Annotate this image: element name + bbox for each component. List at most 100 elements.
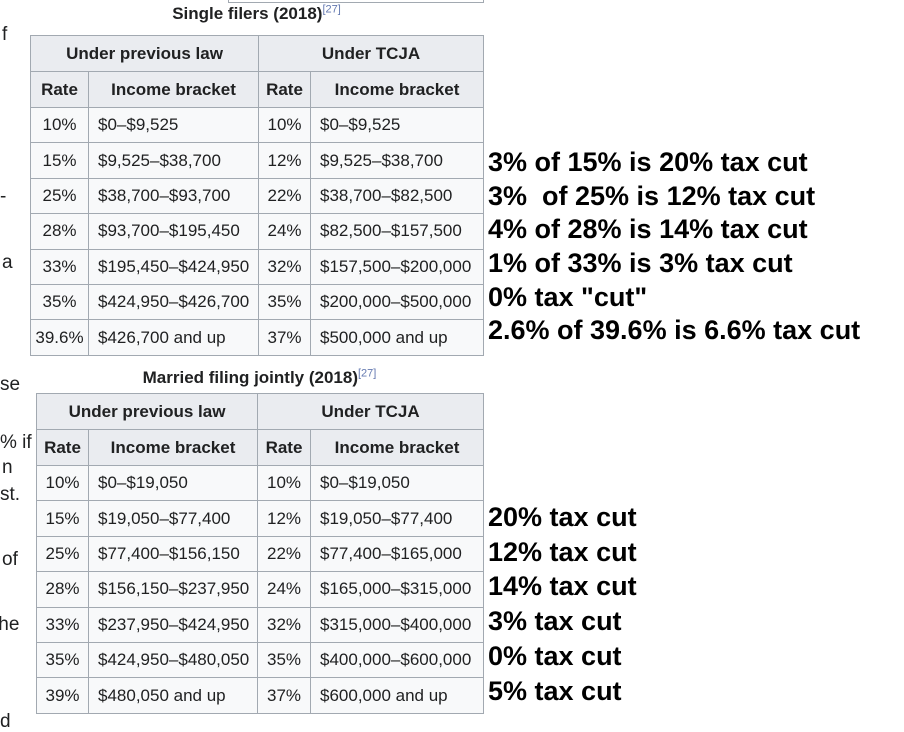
married-jointly-table: Under previous law Under TCJA Rate Incom… [35, 393, 485, 714]
table-row: 28% $93,700–$195,450 24% $82,500–$157,500 [30, 213, 485, 250]
table-row: 10% $0–$9,525 10% $0–$9,525 [30, 106, 485, 144]
subheader-income-bracket: Income bracket [310, 429, 485, 466]
annotation-line: 2.6% of 39.6% is 6.6% tax cut [488, 315, 861, 346]
table-row: 28% $156,150–$237,950 24% $165,000–$315,000 [36, 571, 485, 608]
clipped-table-bottom-border [228, 0, 484, 3]
clipped-text-fragment: se [0, 374, 21, 395]
income-bracket-cell: $424,950–$480,050 [87, 641, 259, 679]
annotation-line: 12% tax cut [488, 536, 637, 567]
married-jointly-annotations: 20% tax cut 12% tax cut 14% tax cut 3% tax … [488, 500, 637, 709]
clipped-text-fragment: a [2, 252, 13, 273]
table-section-header-row: Under previous law Under TCJA [29, 35, 485, 72]
subheader-rate: Rate [36, 429, 89, 466]
income-bracket-cell: $195,450–$424,950 [87, 248, 260, 285]
table-subheader-row: Rate Income bracket Rate Income bracket [36, 429, 485, 466]
reference-27-link[interactable]: [27] [322, 3, 341, 16]
table-title-text: Single filers (2018) [172, 4, 323, 23]
table-row: 15% $19,050–$77,400 12% $19,050–$77,400 [36, 500, 485, 537]
table-row: 25% $38,700–$93,700 22% $38,700–$82,500 [30, 177, 485, 215]
income-bracket-cell: $77,400–$165,000 [310, 535, 485, 573]
rate-cell: 39.6% [30, 319, 89, 356]
column-header-previous-law: Under previous law [35, 393, 259, 430]
annotation-line: 3% of 25% is 12% tax cut [488, 180, 816, 211]
income-bracket-cell: $237,950–$424,950 [87, 606, 259, 643]
rate-cell: 35% [258, 283, 312, 321]
income-bracket-cell: $424,950–$426,700 [87, 283, 260, 321]
rate-cell: 32% [258, 248, 312, 285]
rate-cell: 24% [257, 571, 312, 608]
annotation-line: 0% tax "cut" [488, 281, 648, 312]
table-row: 39.6% $426,700 and up 37% $500,000 and up [30, 319, 485, 356]
annotation-line: 1% of 33% is 3% tax cut [488, 248, 793, 279]
rate-cell: 33% [36, 606, 89, 643]
annotation-line: 14% tax cut [488, 571, 637, 602]
column-header-tcja: Under TCJA [258, 35, 485, 72]
table-subheader-row: Rate Income bracket Rate Income bracket [30, 71, 485, 108]
income-bracket-cell: $480,050 and up [87, 677, 259, 714]
clipped-text-fragment: d [0, 711, 11, 732]
reference-27-link[interactable]: [27] [358, 367, 377, 380]
income-bracket-cell: $600,000 and up [310, 677, 485, 714]
table-row: 35% $424,950–$480,050 35% $400,000–$600,000 [36, 641, 485, 679]
single-filers-table: Under previous law Under TCJA Rate Incom… [29, 35, 485, 356]
rate-cell: 10% [257, 464, 312, 502]
rate-cell: 33% [30, 248, 89, 285]
rate-cell: 15% [30, 142, 89, 179]
subheader-income-bracket: Income bracket [87, 71, 260, 108]
income-bracket-cell: $82,500–$157,500 [310, 213, 485, 250]
table-row: 10% $0–$19,050 10% $0–$19,050 [36, 464, 485, 502]
income-bracket-cell: $93,700–$195,450 [87, 213, 260, 250]
rate-cell: 25% [30, 177, 89, 215]
income-bracket-cell: $0–$19,050 [310, 464, 485, 502]
subheader-rate: Rate [258, 71, 312, 108]
income-bracket-cell: $315,000–$400,000 [310, 606, 485, 643]
table-row: 33% $237,950–$424,950 32% $315,000–$400,000 [36, 606, 485, 643]
income-bracket-cell: $400,000–$600,000 [310, 641, 485, 679]
subheader-rate: Rate [30, 71, 89, 108]
income-bracket-cell: $38,700–$93,700 [87, 177, 260, 215]
married-jointly-table-title: Married filing jointly (2018)[27] [36, 368, 483, 388]
rate-cell: 28% [30, 213, 89, 250]
clipped-text-fragment: n [2, 457, 13, 478]
subheader-rate: Rate [257, 429, 312, 466]
income-bracket-cell: $38,700–$82,500 [310, 177, 485, 215]
income-bracket-cell: $0–$9,525 [310, 106, 485, 144]
income-bracket-cell: $0–$9,525 [87, 106, 260, 144]
table-row: 25% $77,400–$156,150 22% $77,400–$165,000 [36, 535, 485, 573]
rate-cell: 10% [30, 106, 89, 144]
column-header-tcja: Under TCJA [257, 393, 485, 430]
rate-cell: 22% [257, 535, 312, 573]
rate-cell: 35% [257, 641, 312, 679]
rate-cell: 12% [258, 142, 312, 179]
rate-cell: 32% [257, 606, 312, 643]
rate-cell: 28% [36, 571, 89, 608]
single-filers-annotations: 3% of 15% is 20% tax cut 3% of 25% is 12%… [488, 146, 860, 348]
annotation-line: 4% of 28% is 14% tax cut [488, 214, 808, 245]
subheader-income-bracket: Income bracket [310, 71, 485, 108]
annotation-line: 5% tax cut [488, 675, 622, 706]
clipped-text-fragment: - [0, 186, 7, 207]
rate-cell: 24% [258, 213, 312, 250]
table-section-header-row: Under previous law Under TCJA [35, 393, 485, 430]
annotation-line: 20% tax cut [488, 501, 637, 532]
income-bracket-cell: $77,400–$156,150 [87, 535, 259, 573]
table-row: 39% $480,050 and up 37% $600,000 and up [36, 677, 485, 714]
income-bracket-cell: $19,050–$77,400 [310, 500, 485, 537]
table-row: 15% $9,525–$38,700 12% $9,525–$38,700 [30, 142, 485, 179]
rate-cell: 37% [257, 677, 312, 714]
rate-cell: 15% [36, 500, 89, 537]
income-bracket-cell: $19,050–$77,400 [87, 500, 259, 537]
income-bracket-cell: $165,000–$315,000 [310, 571, 485, 608]
subheader-income-bracket: Income bracket [87, 429, 259, 466]
column-header-previous-law: Under previous law [29, 35, 260, 72]
income-bracket-cell: $156,150–$237,950 [87, 571, 259, 608]
income-bracket-cell: $200,000–$500,000 [310, 283, 485, 321]
income-bracket-cell: $426,700 and up [87, 319, 260, 356]
income-bracket-cell: $0–$19,050 [87, 464, 259, 502]
rate-cell: 10% [36, 464, 89, 502]
single-filers-table-title: Single filers (2018)[27] [30, 4, 483, 24]
income-bracket-cell: $9,525–$38,700 [87, 142, 260, 179]
rate-cell: 10% [258, 106, 312, 144]
clipped-text-fragment: % if [0, 432, 32, 453]
income-bracket-cell: $157,500–$200,000 [310, 248, 485, 285]
